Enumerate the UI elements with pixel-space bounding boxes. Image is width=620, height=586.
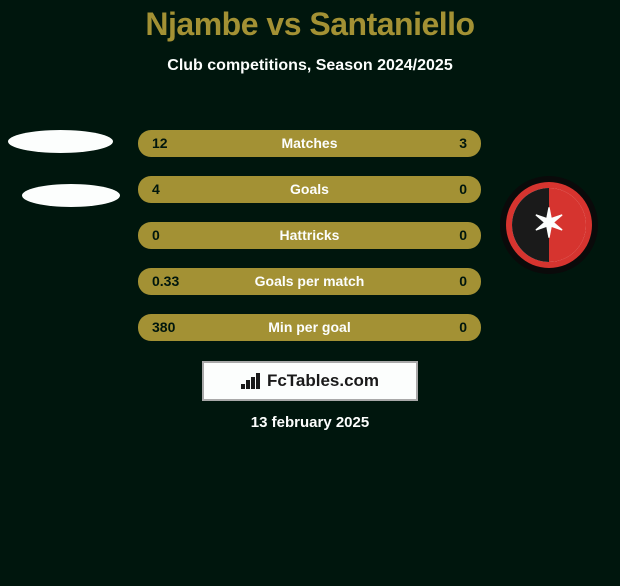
stat-row: 12Matches3 xyxy=(138,130,481,157)
date-text: 13 february 2025 xyxy=(251,414,369,431)
subtitle-text: Club competitions, Season 2024/2025 xyxy=(167,57,452,74)
club-badge: ✶ xyxy=(500,176,598,274)
club-badge-half-right xyxy=(549,188,586,262)
stat-label: Min per goal xyxy=(138,314,481,341)
stat-right-value: 0 xyxy=(459,268,467,295)
player-ellipse-placeholder xyxy=(22,184,120,207)
title-text: Njambe vs Santaniello xyxy=(145,6,474,42)
brand-barchart-icon xyxy=(241,373,261,389)
brand-text: FcTables.com xyxy=(267,371,379,390)
stat-label: Goals xyxy=(138,176,481,203)
stat-row: 0.33Goals per match0 xyxy=(138,268,481,295)
stat-row: 0Hattricks0 xyxy=(138,222,481,249)
club-badge-half-left xyxy=(512,188,549,262)
stat-label: Goals per match xyxy=(138,268,481,295)
stat-right-value: 3 xyxy=(459,130,467,157)
stat-row: 380Min per goal0 xyxy=(138,314,481,341)
stat-right-value: 0 xyxy=(459,176,467,203)
stat-rows: 12Matches34Goals00Hattricks00.33Goals pe… xyxy=(138,130,481,360)
brand-box: FcTables.com xyxy=(202,361,418,401)
player-ellipse-placeholder xyxy=(8,130,113,153)
page-title: Njambe vs Santaniello xyxy=(0,6,620,43)
stat-right-value: 0 xyxy=(459,222,467,249)
date-label: 13 february 2025 xyxy=(0,414,620,431)
stat-label: Matches xyxy=(138,130,481,157)
stat-label: Hattricks xyxy=(138,222,481,249)
subtitle: Club competitions, Season 2024/2025 xyxy=(0,57,620,75)
stat-right-value: 0 xyxy=(459,314,467,341)
stat-row: 4Goals0 xyxy=(138,176,481,203)
club-badge-inner: ✶ xyxy=(512,188,586,262)
